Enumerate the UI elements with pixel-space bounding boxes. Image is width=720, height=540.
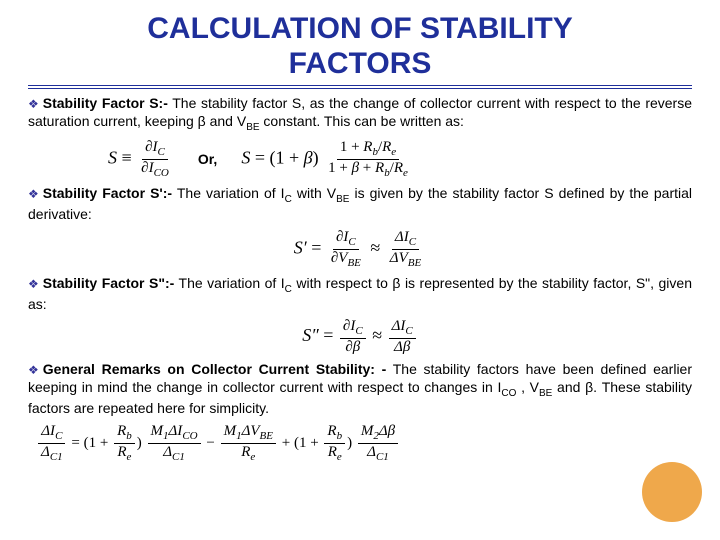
equation-s-alt: S = (1 + β) 1 + Rb/Re1 + β + Rb/Re [241,140,413,179]
section-general: ❖ General Remarks on Collector Current St… [28,361,692,417]
bullet-icon: ❖ [28,97,39,112]
section-s: ❖Stability Factor S:- The stability fact… [28,95,692,134]
section-spp-head: Stability Factor S":- [43,275,175,291]
title-underline [28,85,692,89]
section-sp-head: Stability Factor S':- [43,185,172,201]
section-sp: ❖Stability Factor S':- The variation of … [28,185,692,224]
equation-sp-def: S′ = ∂IC∂VBE ≈ ΔICΔVBE [294,230,426,269]
equation-general-row: ΔICΔC1 = (1 + RbRe) M1ΔICOΔC1 − M1ΔVBERe… [28,424,692,463]
or-label: Or, [198,151,217,167]
page-title: CALCULATION OF STABILITY FACTORS [28,12,692,81]
section-s-head: Stability Factor S:- [43,95,168,111]
equation-s-def: S ≡ ∂IC∂ICO [108,140,174,179]
equation-sp-row: S′ = ∂IC∂VBE ≈ ΔICΔVBE [28,230,692,269]
bullet-icon: ❖ [28,187,39,202]
equation-spp-def: S″ = ∂IC∂β ≈ ΔICΔβ [302,319,417,355]
section-spp: ❖Stability Factor S":- The variation of … [28,275,692,314]
bullet-icon: ❖ [28,363,39,378]
decorative-circle-icon [642,462,702,522]
title-line-1: CALCULATION OF STABILITY [28,12,692,47]
equation-spp-row: S″ = ∂IC∂β ≈ ΔICΔβ [28,319,692,355]
bullet-icon: ❖ [28,277,39,292]
section-general-head: General Remarks on Collector Current Sta… [43,361,387,377]
title-line-2: FACTORS [28,47,692,82]
equation-s-row: S ≡ ∂IC∂ICO Or, S = (1 + β) 1 + Rb/Re1 +… [28,140,692,179]
equation-general: ΔICΔC1 = (1 + RbRe) M1ΔICOΔC1 − M1ΔVBERe… [36,424,400,463]
